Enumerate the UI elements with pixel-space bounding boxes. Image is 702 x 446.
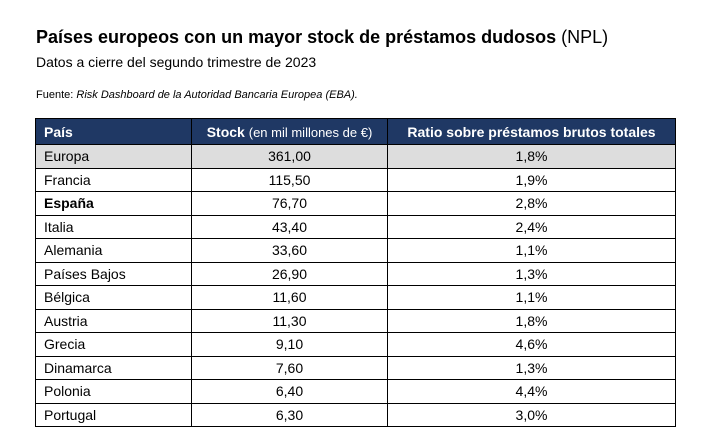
cell-country: Europa (35, 144, 192, 169)
source-name: Risk Dashboard de la Autoridad Bancaria … (76, 89, 358, 101)
cell-stock: 115,50 (191, 167, 388, 192)
cell-stock: 9,10 (191, 332, 388, 357)
cell-country: Francia (35, 167, 192, 192)
table-row: Italia 43,40 2,4% (35, 214, 676, 239)
cell-ratio: 1,9% (387, 167, 676, 192)
cell-country: Bélgica (35, 285, 192, 310)
cell-ratio: 1,1% (387, 238, 676, 263)
page-title: Países europeos con un mayor stock de pr… (36, 27, 608, 48)
cell-stock: 26,90 (191, 261, 388, 286)
cell-country: Grecia (35, 332, 192, 357)
header-stock-unit: (en mil millones de €) (248, 124, 373, 140)
page-subtitle: Datos a cierre del segundo trimestre de … (36, 54, 317, 70)
table-row: Dinamarca 7,60 1,3% (35, 355, 676, 380)
cell-country: Italia (35, 214, 192, 239)
cell-stock: 11,30 (191, 308, 388, 333)
table-row: España 76,70 2,8% (35, 191, 676, 216)
source-prefix: Fuente: (36, 89, 74, 101)
table-row: Países Bajos 26,90 1,3% (35, 261, 676, 286)
cell-stock: 6,40 (191, 379, 388, 404)
table-row: Francia 115,50 1,9% (35, 167, 676, 192)
cell-country: España (35, 191, 192, 216)
cell-stock: 7,60 (191, 355, 388, 380)
cell-country: Dinamarca (35, 355, 192, 380)
header-stock: Stock (en mil millones de €) (191, 118, 388, 145)
table-row: Alemania 33,60 1,1% (35, 238, 676, 263)
table-row: Grecia 9,10 4,6% (35, 332, 676, 357)
cell-ratio: 3,0% (387, 402, 676, 427)
table-row: Portugal 6,30 3,0% (35, 402, 676, 427)
cell-country: Países Bajos (35, 261, 192, 286)
cell-stock: 43,40 (191, 214, 388, 239)
cell-ratio: 4,6% (387, 332, 676, 357)
cell-ratio: 1,1% (387, 285, 676, 310)
header-stock-label: Stock (206, 123, 245, 140)
table-row: Austria 11,30 1,8% (35, 308, 676, 333)
cell-stock: 33,60 (191, 238, 388, 263)
table-row: Bélgica 11,60 1,1% (35, 285, 676, 310)
table-row: Polonia 6,40 4,4% (35, 379, 676, 404)
cell-ratio: 1,3% (387, 261, 676, 286)
cell-ratio: 2,4% (387, 214, 676, 239)
cell-country: Alemania (35, 238, 192, 263)
cell-ratio: 1,3% (387, 355, 676, 380)
source-note: Fuente: Risk Dashboard de la Autoridad B… (36, 89, 358, 101)
npl-table: País Stock (en mil millones de €) Ratio … (35, 118, 676, 427)
table-body: Europa 361,00 1,8% Francia 115,50 1,9% España 7… (35, 144, 676, 427)
cell-ratio: 2,8% (387, 191, 676, 216)
title-main: Países europeos con un mayor stock de pr… (36, 27, 557, 47)
cell-ratio: 4,4% (387, 379, 676, 404)
table-header-row: País Stock (en mil millones de €) Ratio … (35, 118, 676, 145)
cell-stock: 76,70 (191, 191, 388, 216)
title-suffix: (NPL) (561, 27, 609, 47)
header-ratio: Ratio sobre préstamos brutos totales (387, 118, 676, 145)
cell-country: Polonia (35, 379, 192, 404)
header-country: País (35, 118, 192, 145)
table-row: Europa 361,00 1,8% (35, 144, 676, 169)
cell-ratio: 1,8% (387, 308, 676, 333)
cell-stock: 11,60 (191, 285, 388, 310)
cell-stock: 6,30 (191, 402, 388, 427)
cell-country: Portugal (35, 402, 192, 427)
cell-ratio: 1,8% (387, 144, 676, 169)
cell-stock: 361,00 (191, 144, 388, 169)
cell-country: Austria (35, 308, 192, 333)
